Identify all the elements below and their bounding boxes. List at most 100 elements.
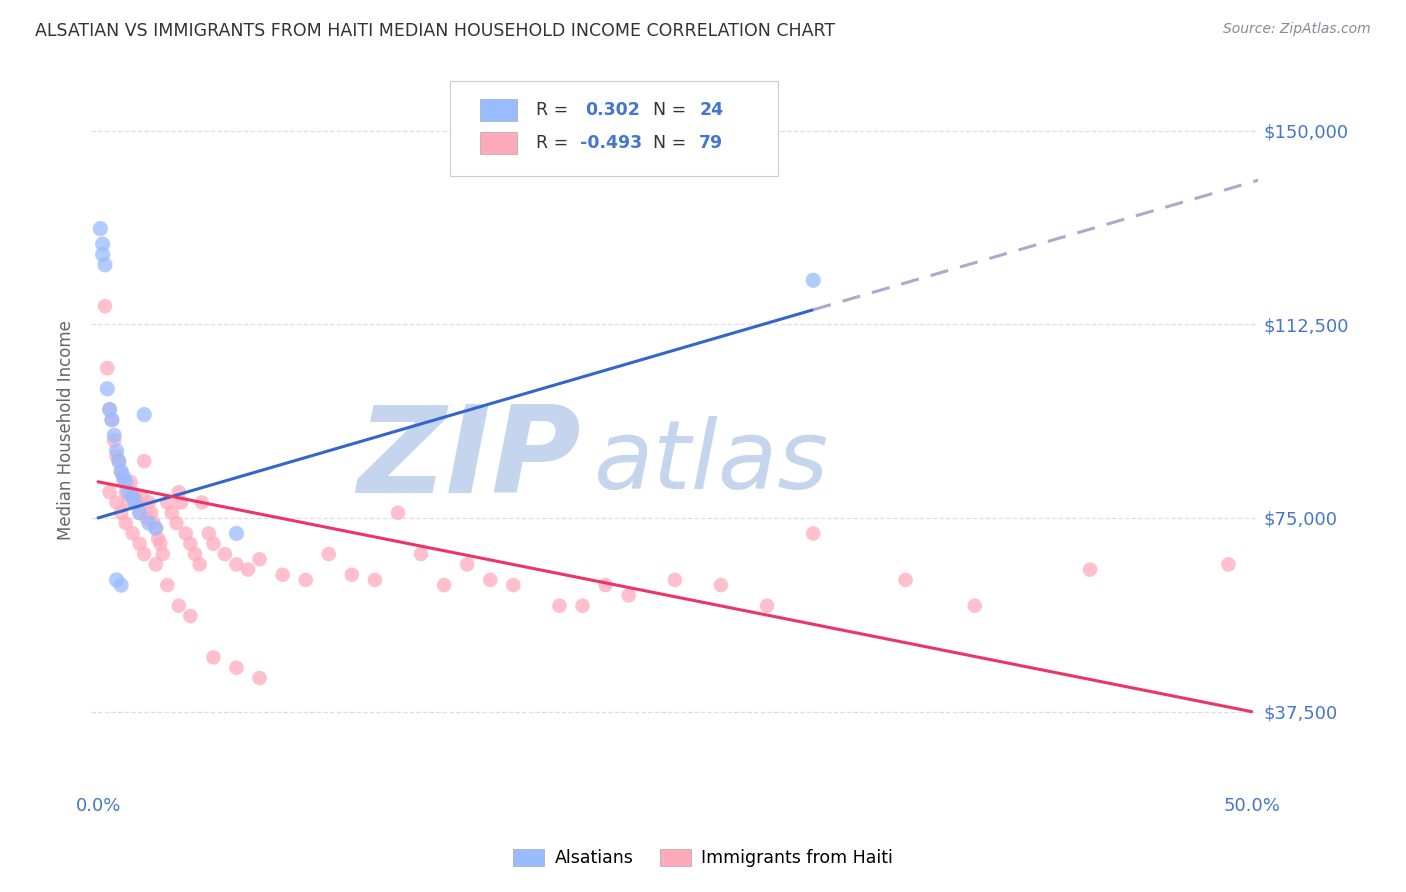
Point: [105, 495, 128, 509]
Point: [128, 506, 150, 520]
Point: [179, 609, 201, 624]
Point: [963, 599, 986, 613]
Point: [894, 573, 917, 587]
Point: [124, 490, 146, 504]
Point: [179, 537, 201, 551]
Point: [108, 454, 131, 468]
Point: [134, 454, 156, 468]
Point: [128, 506, 150, 520]
Y-axis label: Median Household Income: Median Household Income: [58, 320, 75, 540]
Point: [167, 485, 190, 500]
Point: [105, 573, 128, 587]
Point: [134, 408, 156, 422]
FancyBboxPatch shape: [450, 81, 778, 176]
Text: N =: N =: [652, 134, 692, 152]
Point: [149, 537, 172, 551]
Point: [595, 578, 617, 592]
Point: [188, 558, 211, 572]
Point: [170, 495, 193, 509]
Point: [236, 563, 259, 577]
Point: [105, 443, 128, 458]
Point: [617, 588, 640, 602]
Point: [166, 516, 188, 530]
Text: ZIP: ZIP: [357, 401, 582, 517]
Point: [801, 273, 824, 287]
Point: [664, 573, 686, 587]
Point: [156, 578, 179, 592]
Point: [98, 402, 121, 417]
Point: [103, 428, 125, 442]
Point: [114, 485, 136, 500]
Point: [225, 661, 247, 675]
Point: [103, 434, 125, 448]
Point: [271, 567, 294, 582]
Point: [479, 573, 502, 587]
Point: [134, 547, 156, 561]
Text: Source: ZipAtlas.com: Source: ZipAtlas.com: [1223, 22, 1371, 37]
Point: [801, 526, 824, 541]
Point: [121, 526, 143, 541]
Point: [146, 532, 169, 546]
Point: [110, 578, 132, 592]
Point: [114, 516, 136, 530]
Legend: Alsatians, Immigrants from Haiti: Alsatians, Immigrants from Haiti: [506, 842, 900, 874]
Point: [127, 495, 149, 509]
Point: [117, 485, 139, 500]
Point: [1078, 563, 1101, 577]
Point: [120, 475, 142, 489]
Point: [112, 475, 135, 489]
Point: [145, 521, 167, 535]
Point: [121, 490, 143, 504]
Point: [96, 361, 118, 376]
Point: [91, 247, 114, 261]
Point: [167, 599, 190, 613]
Point: [174, 526, 197, 541]
FancyBboxPatch shape: [479, 132, 517, 153]
Text: 24: 24: [699, 101, 724, 119]
Point: [340, 567, 363, 582]
Point: [108, 454, 131, 468]
Text: ALSATIAN VS IMMIGRANTS FROM HAITI MEDIAN HOUSEHOLD INCOME CORRELATION CHART: ALSATIAN VS IMMIGRANTS FROM HAITI MEDIAN…: [35, 22, 835, 40]
Point: [225, 558, 247, 572]
Point: [409, 547, 432, 561]
Point: [135, 511, 157, 525]
Point: [96, 382, 118, 396]
Point: [124, 495, 146, 509]
Point: [571, 599, 593, 613]
Point: [101, 413, 124, 427]
Point: [387, 506, 409, 520]
Point: [138, 516, 160, 530]
Point: [198, 526, 221, 541]
Point: [110, 465, 132, 479]
Point: [110, 465, 132, 479]
Point: [91, 237, 114, 252]
Point: [94, 258, 117, 272]
Point: [756, 599, 779, 613]
Text: -0.493: -0.493: [581, 134, 643, 152]
Point: [456, 558, 478, 572]
Point: [318, 547, 340, 561]
Point: [142, 516, 165, 530]
Point: [249, 552, 271, 566]
Point: [138, 495, 160, 509]
Point: [548, 599, 571, 613]
Point: [105, 449, 128, 463]
Point: [94, 299, 117, 313]
Point: [202, 650, 225, 665]
Point: [1218, 558, 1240, 572]
Text: R =: R =: [536, 134, 574, 152]
Point: [202, 537, 225, 551]
Point: [214, 547, 236, 561]
Point: [121, 485, 143, 500]
Text: N =: N =: [652, 101, 692, 119]
Point: [131, 490, 153, 504]
Point: [364, 573, 387, 587]
Point: [110, 506, 132, 520]
Point: [225, 526, 247, 541]
Point: [502, 578, 524, 592]
Point: [117, 495, 139, 509]
Point: [145, 558, 167, 572]
Point: [128, 537, 150, 551]
Text: 0.302: 0.302: [585, 101, 640, 119]
Point: [139, 506, 162, 520]
